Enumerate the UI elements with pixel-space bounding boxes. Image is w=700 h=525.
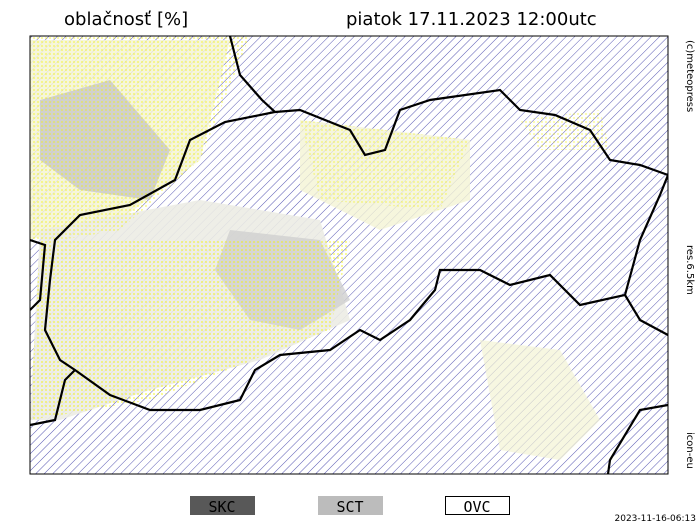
resolution-label: res.6.5km bbox=[684, 245, 695, 295]
map-title: oblačnosť [%] bbox=[64, 9, 188, 30]
legend-swatch bbox=[190, 496, 255, 515]
model-label: icon-eu bbox=[684, 432, 695, 469]
map-datetime: piatok 17.11.2023 12:00utc bbox=[346, 9, 597, 30]
copyright-label: (c)meteopress bbox=[684, 40, 695, 112]
legend-label: SCT bbox=[336, 498, 363, 516]
map-area bbox=[30, 36, 668, 474]
map-frame bbox=[29, 35, 669, 475]
legend-label: OVC bbox=[463, 498, 490, 516]
legend-label: SKC bbox=[208, 498, 235, 516]
legend-swatch bbox=[318, 496, 383, 515]
run-timestamp: 2023-11-16-06:13 bbox=[615, 514, 697, 524]
legend-swatch bbox=[445, 496, 510, 515]
